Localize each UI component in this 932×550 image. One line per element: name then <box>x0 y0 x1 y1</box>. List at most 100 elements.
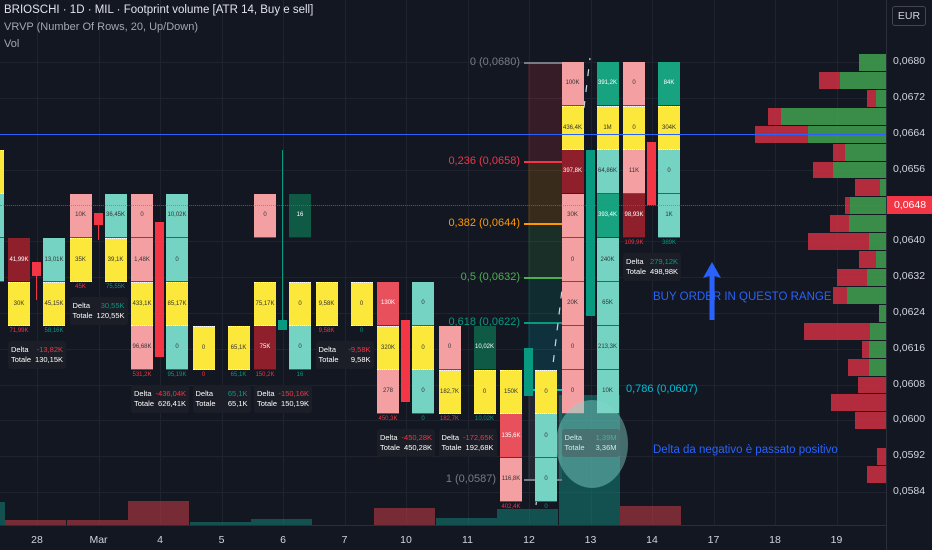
vrvp-down-bar <box>830 215 849 233</box>
row-label: Delta <box>564 432 583 442</box>
grid-line-vertical <box>836 0 838 525</box>
sell-volume-cell: 35K <box>69 238 92 283</box>
row-label: Delta <box>11 344 29 354</box>
row-value: 498,98K <box>650 266 678 276</box>
buy-volume-cell: 13,01K <box>43 238 65 283</box>
vrvp-down-bar <box>833 286 847 304</box>
buy-volume-cell <box>0 193 4 238</box>
sell-volume-cell: 320K <box>377 325 399 370</box>
vrvp-up-bar <box>870 322 886 340</box>
volume-bar <box>435 517 497 525</box>
vrvp-up-bar <box>869 340 886 358</box>
vrvp-up-bar <box>833 161 886 179</box>
fib-line <box>524 160 562 163</box>
row-value: 65,1K <box>227 398 248 408</box>
date-tick-label: 4 <box>157 534 163 546</box>
buy-volume-cell: 0 <box>535 369 557 414</box>
sell-volume-cell: 96,68K <box>131 325 153 370</box>
candle-body <box>524 347 533 396</box>
grid-line-horizontal <box>0 62 886 63</box>
row-label: Totale <box>134 398 155 408</box>
delta-row: Delta 65,1K <box>196 389 248 399</box>
row-label: Delta <box>257 388 275 398</box>
legend-title[interactable]: BRIOSCHI · 1D · MIL · Footprint volume [… <box>4 4 314 16</box>
annotation-delta-note[interactable]: Delta da negativo è passato positivo <box>653 444 838 456</box>
delta-row: Totale 150,19K <box>257 399 309 409</box>
price-axis[interactable]: EUR 0,0680 0,0672 0,0664 0,0656 0,0640 0,0632… <box>886 0 932 550</box>
candle-body <box>93 212 103 225</box>
row-label: Totale <box>257 398 278 408</box>
buy-volume-cell: 36,45K <box>104 193 127 238</box>
delta-row: Delta -436,04K <box>134 389 186 399</box>
buy-volume-cell: 65,1K <box>227 325 250 370</box>
grid-line-vertical <box>344 0 346 525</box>
buy-volume-cell: 240K <box>596 238 619 283</box>
sell-volume-cell: 0 <box>192 325 215 370</box>
row-value: 150,19K <box>281 398 309 408</box>
price-tick-label: 0,0624 <box>893 305 926 318</box>
vrvp-up-bar <box>781 107 886 125</box>
legend-vrvp[interactable]: VRVP (Number Of Rows, 20, Up/Down) <box>4 21 198 33</box>
price-tick-label: 0,0584 <box>893 485 926 497</box>
row-value: 3,36M <box>595 442 617 452</box>
vrvp-up-bar <box>847 286 886 304</box>
vrvp-down-bar <box>855 179 880 197</box>
date-tick-label: Mar <box>89 534 108 546</box>
grid-line-horizontal <box>0 420 886 422</box>
blue-horizontal-line <box>0 133 886 135</box>
vrvp-down-bar <box>848 358 869 376</box>
row-label: Totale <box>626 266 647 276</box>
sell-volume-cell: 278 <box>377 369 399 414</box>
grid-line-vertical <box>713 0 715 525</box>
row-label: Delta <box>626 256 644 266</box>
sell-volume-cell: 116,8K <box>500 457 522 502</box>
arrow-up-icon[interactable] <box>703 262 721 320</box>
grid-line-vertical <box>406 0 407 525</box>
buy-volume-cell: 213,3K <box>596 325 619 370</box>
delta-box: Delta -436,04K Totale 626,41K <box>131 384 189 413</box>
delta-box: Delta 279,12K Totale 498,98K <box>623 252 681 281</box>
legend-vol[interactable]: Vol <box>4 38 20 50</box>
sell-volume-cell: 0 <box>561 325 584 370</box>
buy-volume-cell: 0 <box>350 281 373 326</box>
sell-volume-cell: 20K <box>561 281 584 326</box>
delta-row: Totale 3,36M <box>565 443 617 453</box>
date-tick-label: 19 <box>830 534 843 546</box>
price-tick-label: 0,0656 <box>893 162 926 175</box>
date-tick-label: 5 <box>218 534 225 546</box>
fib-line <box>524 62 562 64</box>
buy-total-label: 58,16K <box>44 327 64 334</box>
buy-volume-cell: 0 <box>535 414 557 459</box>
buy-volume-cell: 85,17K <box>166 281 188 326</box>
row-label: Totale <box>11 354 32 364</box>
buy-volume-cell: 16 <box>289 193 311 238</box>
sell-volume-cell: 41,99K <box>8 238 30 283</box>
vrvp-down-bar <box>833 143 845 161</box>
buy-volume-cell: 0 <box>412 281 434 326</box>
volume-bar <box>0 502 5 525</box>
delta-row: Delta 279,12K <box>626 257 678 267</box>
vrvp-down-bar <box>855 412 886 430</box>
row-label: Totale <box>318 354 339 364</box>
row-value: -172,65K <box>463 432 494 442</box>
current-price-label: 0,0648 <box>887 196 932 215</box>
price-tick-label: 0,0672 <box>893 90 926 103</box>
delta-row: Totale 192,68K <box>442 443 494 453</box>
chart-pane[interactable]: 0 (0,0680) 0,236 (0,0658) 0,382 (0,0644) 0,… <box>0 0 886 525</box>
delta-row: Totale 9,58K <box>319 355 371 365</box>
annotation-buy-order[interactable]: BUY ORDER IN QUESTO RANGE <box>653 291 832 303</box>
currency-button[interactable]: EUR <box>892 6 926 26</box>
buy-volume-cell: 0 <box>166 325 188 370</box>
vrvp-down-bar <box>858 376 886 394</box>
vrvp-up-bar <box>879 304 886 322</box>
date-tick-label: 11 <box>462 534 473 546</box>
time-axis[interactable]: 28 Mar 4 5 6 7 10 11 12 13 14 17 18 19 <box>0 525 886 550</box>
candle-wick <box>36 261 37 300</box>
buy-volume-cell <box>0 238 4 283</box>
vrvp-up-bar <box>845 143 886 161</box>
buy-volume-cell: 304K <box>658 105 680 150</box>
date-tick-label: 13 <box>584 534 597 546</box>
sell-total-label: 71,99K <box>9 327 29 334</box>
row-value: 9,58K <box>350 354 371 364</box>
sell-volume-cell: 182,7K <box>438 369 461 414</box>
